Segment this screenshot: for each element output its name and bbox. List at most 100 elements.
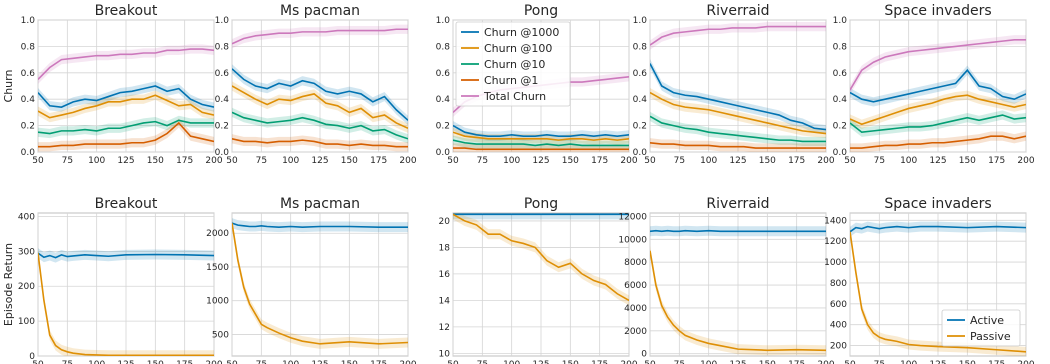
y-tick-label: 8000 <box>624 258 647 268</box>
y-tick-label: 0.4 <box>21 95 36 105</box>
y-tick-label: 500 <box>212 330 229 340</box>
panel-1-3-pong: 50 75 100 125 150 175 200 0.0 0.2 0.4 0.6 0.8 1.0 Pon… <box>436 3 638 166</box>
y-tick-label: 0.2 <box>633 122 647 132</box>
y-tick-label: 300 <box>18 247 35 257</box>
x-tick-label: 125 <box>311 360 328 364</box>
x-tick-label: 75 <box>874 360 885 364</box>
x-tick-label: 100 <box>900 156 917 166</box>
panel-1-1-breakout: 50 75 100 125 150 175 200 0.0 0.2 0.4 0.6 0.8 1.0 Bre… <box>2 3 223 166</box>
series-line-passive <box>850 231 1026 353</box>
series-band-churn-10 <box>232 107 408 144</box>
y-tick-label: 0.0 <box>833 148 848 158</box>
x-tick-label: 50 <box>644 156 656 166</box>
y-tick-label: 0.4 <box>215 95 230 105</box>
y-tick-label: 0.4 <box>833 95 848 105</box>
y-tick-label: 1000 <box>824 258 847 268</box>
series-band-passive <box>453 213 629 306</box>
series-line-churn-10 <box>232 111 408 140</box>
x-tick-label: 175 <box>988 360 1005 364</box>
y-tick-label: 10000 <box>618 235 647 245</box>
legend-box <box>941 309 1021 347</box>
panel-2-3-pong: 50 75 100 125 150 175 200 10 12 14 16 18 20 Pong <box>439 196 638 364</box>
series-band-total-churn <box>650 21 826 50</box>
y-tick-label: 100 <box>18 317 35 327</box>
y-tick-label: 0.6 <box>21 69 36 79</box>
y-tick-label: 0.4 <box>633 95 648 105</box>
x-tick-label: 150 <box>959 360 976 364</box>
series-band-churn-10 <box>650 111 826 147</box>
series-line-active <box>38 252 214 259</box>
series-band-churn-1000 <box>850 65 1026 107</box>
series-line-passive <box>232 222 408 345</box>
y-tick-label: 1400 <box>824 216 847 226</box>
panel-title: Pong <box>524 3 558 19</box>
series-line-churn-1 <box>850 135 1026 149</box>
panel-title: Riverraid <box>706 3 769 19</box>
x-tick-label: 200 <box>205 360 222 364</box>
x-tick-label: 175 <box>591 360 608 364</box>
y-tick-label: 0.8 <box>436 42 451 52</box>
y-tick-label: 1000 <box>206 297 229 307</box>
panel-title: Space invaders <box>884 3 991 19</box>
x-tick-label: 75 <box>256 360 267 364</box>
series-line-churn-1 <box>453 147 629 151</box>
x-tick-label: 75 <box>256 156 267 166</box>
series-line-churn-1 <box>232 138 408 148</box>
y-tick-label: 0.0 <box>436 148 451 158</box>
series-band-active <box>850 221 1026 237</box>
x-tick-label: 125 <box>929 360 946 364</box>
series-line-churn-100 <box>650 91 826 135</box>
series-line-churn-100 <box>232 85 408 129</box>
y-tick-label: 1.0 <box>833 16 848 26</box>
x-tick-label: 150 <box>147 156 164 166</box>
x-tick-label: 75 <box>674 360 685 364</box>
y-tick-label: 0.8 <box>215 42 230 52</box>
series-band-churn-1000 <box>650 58 826 135</box>
series-line-passive <box>453 213 629 302</box>
x-tick-label: 175 <box>176 156 193 166</box>
series-line-churn-1000 <box>453 124 629 137</box>
x-tick-label: 150 <box>759 156 776 166</box>
series-line-churn-1 <box>38 121 214 148</box>
x-tick-label: 125 <box>532 156 549 166</box>
legend-label-churn-1000: Churn @1000 <box>484 26 559 39</box>
x-tick-label: 125 <box>311 156 328 166</box>
series-band-churn-1 <box>850 131 1026 152</box>
x-tick-label: 125 <box>729 156 746 166</box>
y-tick-label: 16 <box>439 270 451 280</box>
legend-label-churn-10: Churn @10 <box>484 58 545 71</box>
legend: Churn @1000 Churn @100 Churn @10 Churn @1 To… <box>455 21 571 107</box>
series-line-passive <box>38 253 214 356</box>
series-line-passive <box>650 250 826 352</box>
series-band-churn-1000 <box>38 81 214 112</box>
panel-2-1-breakout: 50 75 100 125 150 175 200 0 100 200 300 400 Breakout… <box>2 196 223 364</box>
y-tick-label: 200 <box>830 342 847 352</box>
x-tick-label: 125 <box>929 156 946 166</box>
panel-title: Ms pacman <box>280 196 360 212</box>
x-tick-label: 50 <box>644 360 656 364</box>
x-tick-label: 100 <box>700 156 717 166</box>
series-line-churn-10 <box>650 115 826 143</box>
panel-1-2-ms-pacman: 50 75 100 125 150 175 200 0.0 0.2 0.4 0.6 0.8 1.0 Ms … <box>215 3 417 166</box>
series-line-churn-1000 <box>232 68 408 121</box>
panel-title: Space invaders <box>884 196 991 212</box>
series-line-total-churn <box>650 25 826 46</box>
panel-title: Breakout <box>95 3 158 19</box>
x-tick-label: 100 <box>503 360 520 364</box>
x-tick-label: 125 <box>532 360 549 364</box>
y-tick-label: 0.8 <box>833 42 848 52</box>
x-tick-label: 100 <box>282 156 299 166</box>
x-tick-label: 50 <box>32 360 44 364</box>
y-tick-label: 0 <box>29 352 35 362</box>
x-tick-label: 200 <box>399 360 416 364</box>
y-tick-label: 10 <box>439 349 451 359</box>
x-tick-label: 150 <box>341 360 358 364</box>
legend: Active Passive <box>941 309 1021 347</box>
y-tick-label: 400 <box>18 212 35 222</box>
series-band-churn-10 <box>453 135 629 151</box>
x-tick-label: 175 <box>988 156 1005 166</box>
y-tick-label: 20 <box>439 217 451 227</box>
series-line-active <box>232 222 408 228</box>
y-tick-label: 2000 <box>624 327 647 337</box>
y-tick-label: 2000 <box>206 229 229 239</box>
